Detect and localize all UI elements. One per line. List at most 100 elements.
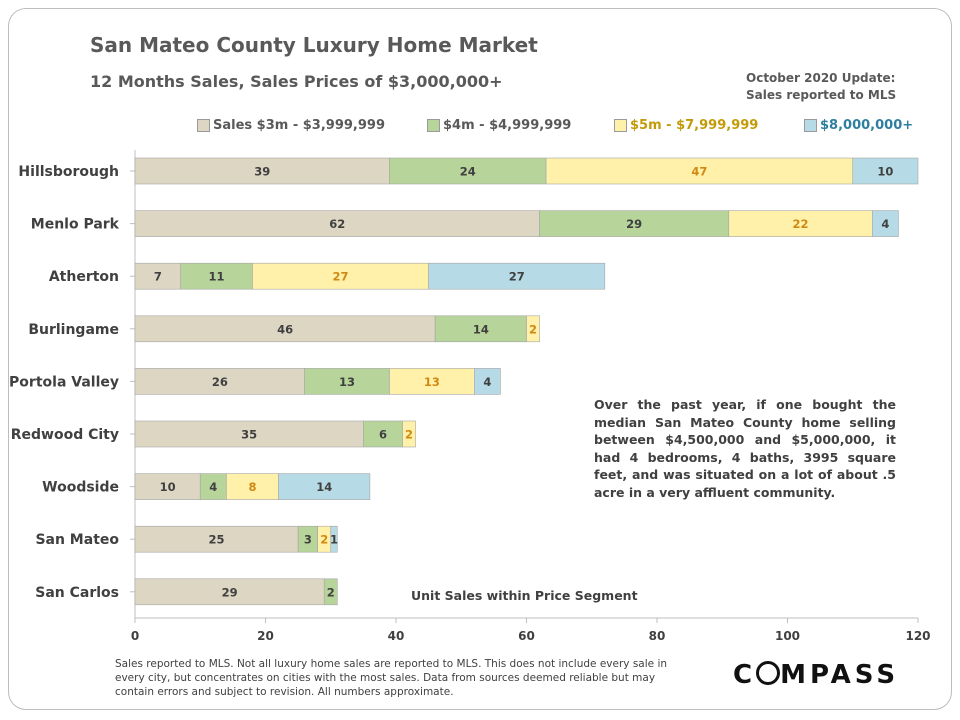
bar-menlo-park-s3	[872, 210, 899, 237]
bar-portola-valley-s2	[389, 368, 475, 395]
data-label-portola-valley-s0: 26	[212, 375, 228, 389]
bar-burlingame-s0	[134, 315, 436, 343]
segment-label: Unit Sales within Price Segment	[411, 588, 638, 603]
legend-item-5m: $5m - $7,999,999	[614, 118, 758, 133]
data-label-menlo-park-s1: 29	[626, 217, 642, 231]
category-label-hillsborough: Hillsborough	[18, 164, 119, 180]
legend-label-4m: $4m - $4,999,999	[443, 118, 572, 133]
bar-woodside-s1	[199, 473, 227, 500]
compass-logo: C MPASS	[733, 660, 899, 690]
update-line-2: Sales reported to MLS	[746, 88, 897, 102]
bar-san-carlos-s0	[134, 578, 325, 606]
legend-label-5m: $5m - $7,999,999	[630, 118, 759, 133]
data-label-redwood-city-s1: 6	[379, 428, 387, 442]
x-tick-label: 20	[257, 629, 274, 643]
bar-san-mateo-s3	[330, 525, 338, 553]
legend-swatch-3m	[197, 119, 210, 132]
data-label-portola-valley-s2: 13	[424, 375, 440, 389]
bar-portola-valley-s3	[473, 368, 501, 395]
legend-item-4m: $4m - $4,999,999	[427, 118, 571, 133]
bar-hillsborough-s1	[389, 157, 547, 185]
x-tick-label: 100	[775, 629, 800, 643]
bar-redwood-city-s1	[363, 420, 403, 448]
bar-menlo-park-s2	[728, 210, 873, 237]
legend: Sales $3m - $3,999,999 $4m - $4,999,999 …	[0, 118, 960, 138]
bar-atherton-s0	[134, 262, 181, 290]
data-label-redwood-city-s2: 2	[405, 428, 413, 442]
bar-hillsborough-s0	[134, 157, 390, 185]
category-label-san-mateo: San Mateo	[35, 532, 119, 548]
data-label-portola-valley-s1: 13	[339, 375, 355, 389]
data-label-woodside-s0: 10	[160, 480, 176, 494]
data-label-hillsborough-s2: 47	[691, 165, 707, 179]
category-label-san-carlos: San Carlos	[35, 585, 119, 601]
data-label-san-mateo-s3: 1	[330, 533, 338, 547]
category-label-portola-valley: Portola Valley	[9, 374, 119, 390]
bar-redwood-city-s2	[402, 420, 416, 448]
median-home-note: Over the past year, if one bought the me…	[594, 397, 896, 500]
footer-disclaimer: Sales reported to MLS. Not all luxury ho…	[115, 658, 668, 698]
data-label-atherton-s0: 7	[154, 270, 162, 284]
update-line-1: October 2020 Update:	[746, 71, 896, 85]
bar-menlo-park-s0	[134, 210, 540, 237]
legend-swatch-5m	[614, 119, 627, 132]
data-label-hillsborough-s0: 39	[254, 165, 270, 179]
bar-atherton-s3	[428, 262, 606, 290]
data-label-san-carlos-s0: 29	[222, 585, 238, 599]
bar-hillsborough-s2	[545, 157, 854, 185]
logo-text-end: MPASS	[780, 660, 900, 690]
data-label-san-mateo-s1: 3	[304, 533, 312, 547]
bar-san-carlos-s1	[323, 578, 338, 606]
bar-burlingame-s2	[526, 315, 540, 343]
data-label-atherton-s2: 27	[333, 270, 349, 284]
logo-text-start: C	[733, 660, 757, 690]
data-label-woodside-s1: 4	[209, 480, 217, 494]
legend-swatch-4m	[427, 119, 440, 132]
data-label-burlingame-s0: 46	[277, 322, 293, 336]
data-label-menlo-park-s0: 62	[329, 217, 345, 231]
bar-atherton-s2	[252, 262, 429, 290]
data-label-hillsborough-s3: 10	[877, 165, 893, 179]
bar-menlo-park-s1	[539, 210, 730, 237]
category-label-menlo-park: Menlo Park	[31, 217, 120, 233]
chart-title: San Mateo County Luxury Home Market	[90, 33, 538, 57]
logo-ring-icon	[756, 661, 781, 685]
category-label-woodside: Woodside	[42, 480, 119, 496]
bar-burlingame-s1	[434, 315, 527, 343]
data-label-san-mateo-s2: 2	[320, 533, 328, 547]
data-label-burlingame-s1: 14	[473, 322, 489, 336]
bar-portola-valley-s1	[304, 368, 390, 395]
data-label-menlo-park-s2: 22	[793, 217, 809, 231]
x-tick-label: 40	[388, 629, 405, 643]
data-label-san-mateo-s0: 25	[209, 533, 225, 547]
bar-redwood-city-s0	[134, 420, 364, 448]
x-tick-label: 0	[131, 629, 139, 643]
bar-hillsborough-s3	[852, 157, 919, 185]
category-label-redwood-city: Redwood City	[11, 427, 119, 443]
bar-atherton-s1	[180, 262, 253, 290]
data-label-redwood-city-s0: 35	[241, 428, 257, 442]
bar-woodside-s2	[226, 473, 279, 500]
data-label-woodside-s3: 14	[316, 480, 332, 494]
data-label-san-carlos-s1: 2	[327, 585, 335, 599]
legend-label-8m: $8,000,000+	[820, 118, 914, 133]
x-tick-label: 60	[518, 629, 535, 643]
chart-subtitle: 12 Months Sales, Sales Prices of $3,000,…	[90, 72, 503, 91]
x-tick-label: 120	[905, 629, 930, 643]
category-label-atherton: Atherton	[49, 269, 119, 285]
bar-woodside-s3	[278, 473, 371, 500]
legend-label-3m: Sales $3m - $3,999,999	[213, 118, 385, 133]
bar-woodside-s0	[134, 473, 201, 500]
x-tick-label: 80	[649, 629, 666, 643]
data-label-atherton-s3: 27	[509, 270, 525, 284]
bar-portola-valley-s0	[134, 368, 305, 395]
legend-item-8m: $8,000,000+	[804, 118, 913, 133]
update-note: October 2020 Update: Sales reported to M…	[746, 70, 896, 104]
data-label-woodside-s2: 8	[248, 480, 256, 494]
category-label-burlingame: Burlingame	[28, 322, 119, 338]
legend-swatch-8m	[804, 119, 817, 132]
data-label-atherton-s1: 11	[209, 270, 225, 284]
legend-item-3m: Sales $3m - $3,999,999	[197, 118, 385, 133]
data-label-burlingame-s2: 2	[529, 322, 537, 336]
